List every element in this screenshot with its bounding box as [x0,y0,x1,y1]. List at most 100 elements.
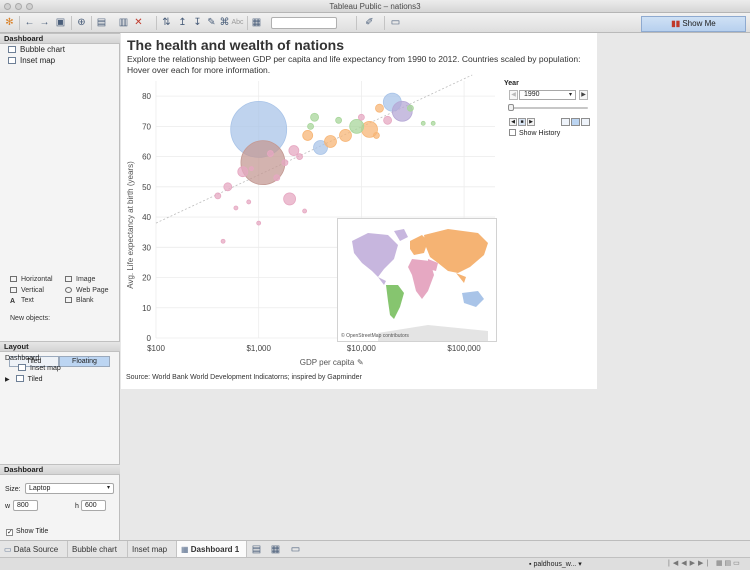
group-icon[interactable]: ⌘ [219,17,230,28]
bubble-point [273,174,281,182]
inset-map[interactable]: © OpenStreetMap contributors [337,218,497,342]
dashboard: The health and wealth of nations Explore… [121,33,597,389]
bubble-point [349,118,365,134]
dashboard-pane-header: Dashboard [0,33,120,44]
dashboard-canvas: The health and wealth of nations Explore… [121,33,750,540]
speed-medium-button[interactable] [571,118,580,126]
window-title: Tableau Public – nations3 [329,2,421,11]
zoom-window-button[interactable] [26,3,33,10]
y-tick-label: 70 [142,122,151,131]
object-vertical[interactable]: Vertical [10,286,44,295]
worksheet-icon [18,364,26,371]
swap-rows-columns-icon[interactable]: ⇅ [162,17,171,28]
vertical-container-icon [10,287,17,293]
tab-dashboard-1[interactable]: ▦ Dashboard 1 [177,541,247,558]
year-filter-label: Year [504,80,519,87]
checkmark-icon: ✓ [6,529,13,536]
year-slider-track[interactable] [509,107,588,109]
show-labels-icon[interactable]: Abc [231,19,244,26]
pen-icon[interactable]: ✐ [365,17,374,28]
save-icon[interactable]: ▣ [55,17,66,28]
duplicate-sheet-icon[interactable]: ▥ [118,17,129,28]
sheet-item-inset-map[interactable]: Inset map [8,56,55,66]
show-me-button[interactable]: ▮▮ Show Me [641,16,746,32]
tab-inset-map[interactable]: Inset map [128,541,177,558]
year-slider-handle[interactable] [508,104,514,111]
height-label: h [75,503,79,510]
y-tick-label: 0 [147,334,152,343]
clear-sheet-icon[interactable]: ✕ [134,17,143,28]
bubbles [214,92,436,244]
tiled-toggle[interactable]: Tiled [9,356,59,367]
highlight-icon[interactable]: ✎ [207,17,216,28]
speed-slow-button[interactable] [561,118,570,126]
bubble-point [335,116,343,124]
user-menu[interactable]: ▪ paldhous_w... ▾ [529,561,582,568]
sheet-navigation-arrows-icon[interactable]: |◀◀▶▶| [668,560,712,567]
layout-item-tiled[interactable]: ▶ Tiled [5,375,43,383]
object-horizontal[interactable]: Horizontal [10,275,53,284]
dashboard-settings-header: Dashboard [0,464,120,475]
width-field[interactable]: 800 [13,500,38,511]
fit-dropdown[interactable] [271,17,337,29]
asia-shape [424,229,488,273]
tab-bubble-chart[interactable]: Bubble chart [68,541,128,558]
step-forward-button[interactable]: ▶ [527,118,535,126]
view-toggle-icons[interactable]: ▦ ▤ ▭ [716,560,740,567]
new-worksheet-tab-icon[interactable]: ▤ [251,544,262,555]
source-note: Source: World Bank World Development Ind… [126,374,362,381]
bubble-point [324,135,337,148]
object-image[interactable]: Image [65,275,95,284]
new-data-source-icon[interactable]: ⊕ [77,17,86,28]
bubble-point [256,220,262,226]
pin-icon: ✎ [357,358,364,367]
object-web-page[interactable]: Web Page [65,286,109,295]
layout-item-inset-map[interactable]: Inset map [18,364,61,373]
left-pane: Dashboard Bubble chart Inset map Horizon… [0,33,120,540]
bar-chart-icon: ▮▮ [671,19,681,28]
redo-icon[interactable]: → [39,17,50,28]
object-text[interactable]: A Text [10,297,34,305]
show-title-checkbox[interactable]: ✓ Show Title [6,528,49,536]
antarctica-shape [378,325,488,341]
year-next-button[interactable]: ▶ [579,90,588,100]
fit-icon[interactable]: ▦ [251,17,262,28]
sort-ascending-icon[interactable]: ↥ [178,17,187,28]
dashboard-icon: ▦ [181,545,191,554]
greenland-shape [394,229,408,241]
year-previous-button[interactable]: ◀ [509,90,518,100]
new-objects-label: New objects: [10,315,51,322]
horizontal-container-icon [10,276,17,282]
expand-arrow-icon[interactable]: ▶ [5,377,10,383]
object-blank[interactable]: Blank [65,296,94,305]
floating-toggle[interactable]: Floating [59,356,110,367]
database-icon: ▭ [4,545,14,554]
bubble-point [266,150,274,157]
tableau-logo-icon[interactable]: ✻ [5,17,14,28]
size-dropdown[interactable]: Laptop ▾ [25,483,114,494]
height-field[interactable]: 600 [81,500,106,511]
y-axis-label: Avg. Life expectancy at birth (years) [126,161,135,289]
new-worksheet-icon[interactable]: ▤ [96,17,107,28]
window-title-bar: Tableau Public – nations3 [0,0,750,13]
undo-icon[interactable]: ← [24,17,35,28]
new-dashboard-tab-icon[interactable]: ▦ [270,544,281,555]
tab-data-source[interactable]: ▭ Data Source [0,541,68,558]
layout-item-dashboard[interactable]: Dashboard [5,355,40,362]
y-tick-label: 10 [142,304,151,313]
speed-fast-button[interactable] [581,118,590,126]
sheet-item-bubble-chart[interactable]: Bubble chart [8,45,65,55]
year-dropdown[interactable]: 1990 ▾ [519,90,576,100]
central-america-shape [378,277,386,285]
step-back-button[interactable]: ◀ [509,118,517,126]
size-label: Size: [5,486,21,493]
show-history-checkbox[interactable]: Show History [509,129,560,137]
world-map: © OpenStreetMap contributors [341,229,488,341]
play-stop-button[interactable]: ■ [518,118,526,126]
new-story-tab-icon[interactable]: ▭ [290,544,301,555]
minimize-window-button[interactable] [15,3,22,10]
presentation-mode-icon[interactable]: ▭ [390,17,401,28]
close-window-button[interactable] [4,3,11,10]
bubble-point [246,199,252,205]
sort-descending-icon[interactable]: ↧ [193,17,202,28]
